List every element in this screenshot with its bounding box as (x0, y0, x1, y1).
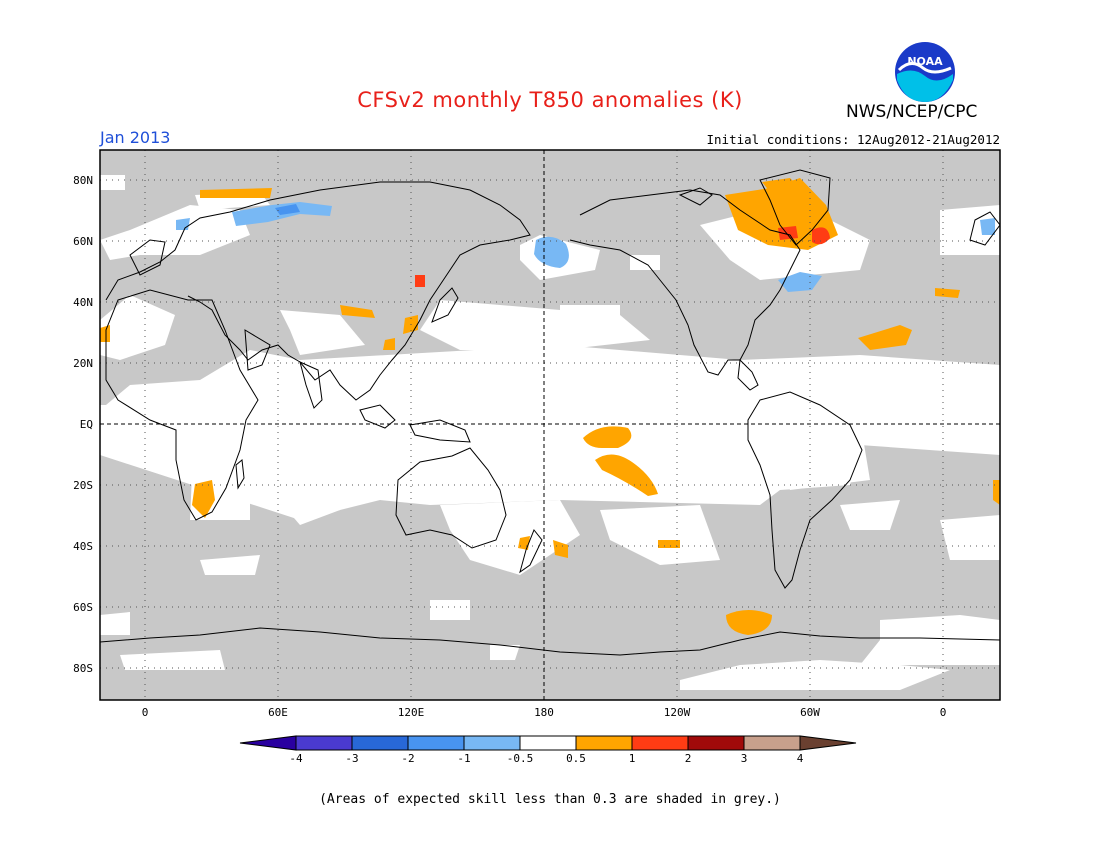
initial-conditions: Initial conditions: 12Aug2012-21Aug2012 (706, 132, 1001, 147)
lat-label: 20S (73, 479, 93, 492)
anomaly-map: 80N 60N 40N 20N EQ 20S 40S 60S 80S 0 60E… (73, 149, 1001, 719)
lon-label: 120E (398, 706, 425, 719)
coastlines (100, 169, 1000, 656)
lon-label: 120W (664, 706, 691, 719)
colorbar-box (351, 735, 409, 751)
lon-label: 60E (268, 706, 288, 719)
forecast-month: Jan 2013 (100, 128, 171, 147)
lat-label: EQ (80, 418, 93, 431)
lat-label: 40N (73, 296, 93, 309)
colorbar-labels: -4 -3 -2 -1 -0.5 0.5 1 2 3 4 (289, 752, 803, 765)
colorbar-label: -1 (457, 752, 470, 765)
agency-label: NWS/NCEP/CPC (846, 102, 978, 122)
colorbar: -4 -3 -2 -1 -0.5 0.5 1 2 3 4 (239, 735, 857, 765)
latitude-labels: 80N 60N 40N 20N EQ 20S 40S 60S 80S (73, 174, 93, 675)
lat-label: 20N (73, 357, 93, 370)
warm-anomalies-1-2 (415, 226, 830, 287)
cool-anomalies-1-2 (275, 204, 300, 215)
colorbar-box (407, 735, 465, 751)
skill-note: (Areas of expected skill less than 0.3 a… (319, 792, 781, 807)
colorbar-label: -2 (401, 752, 414, 765)
graticule (100, 150, 1000, 700)
colorbar-label: 4 (797, 752, 804, 765)
lon-label: 60W (800, 706, 820, 719)
lat-label: 80S (73, 662, 93, 675)
lat-label: 60S (73, 601, 93, 614)
equator-dateline (100, 150, 1000, 700)
colorbar-box (575, 735, 633, 751)
longitude-labels: 0 60E 120E 180 120W 60W 0 (142, 706, 947, 719)
colorbar-box (295, 735, 353, 751)
colorbar-label: -4 (289, 752, 303, 765)
colorbar-label: -0.5 (507, 752, 534, 765)
colorbar-label: -3 (345, 752, 358, 765)
lat-label: 60N (73, 235, 93, 248)
colorbar-box (463, 735, 521, 751)
colorbar-label: 0.5 (566, 752, 586, 765)
noaa-logo: NOAA (895, 42, 955, 102)
lat-label: 40S (73, 540, 93, 553)
colorbar-arrow-high (799, 735, 857, 751)
colorbar-label: 2 (685, 752, 692, 765)
chart-title: CFSv2 monthly T850 anomalies (K) (357, 88, 743, 112)
colorbar-box (631, 735, 689, 751)
colorbar-arrow-low (239, 735, 297, 751)
colorbar-label: 3 (741, 752, 748, 765)
colorbar-label: 1 (629, 752, 636, 765)
colorbar-box (519, 735, 577, 751)
map-frame (99, 149, 1001, 701)
lon-label: 0 (142, 706, 149, 719)
noaa-logo-text: NOAA (907, 55, 943, 68)
colorbar-box (687, 735, 745, 751)
lon-label: 180 (534, 706, 554, 719)
colorbar-box (743, 735, 801, 751)
lat-label: 80N (73, 174, 93, 187)
lon-label: 0 (940, 706, 947, 719)
